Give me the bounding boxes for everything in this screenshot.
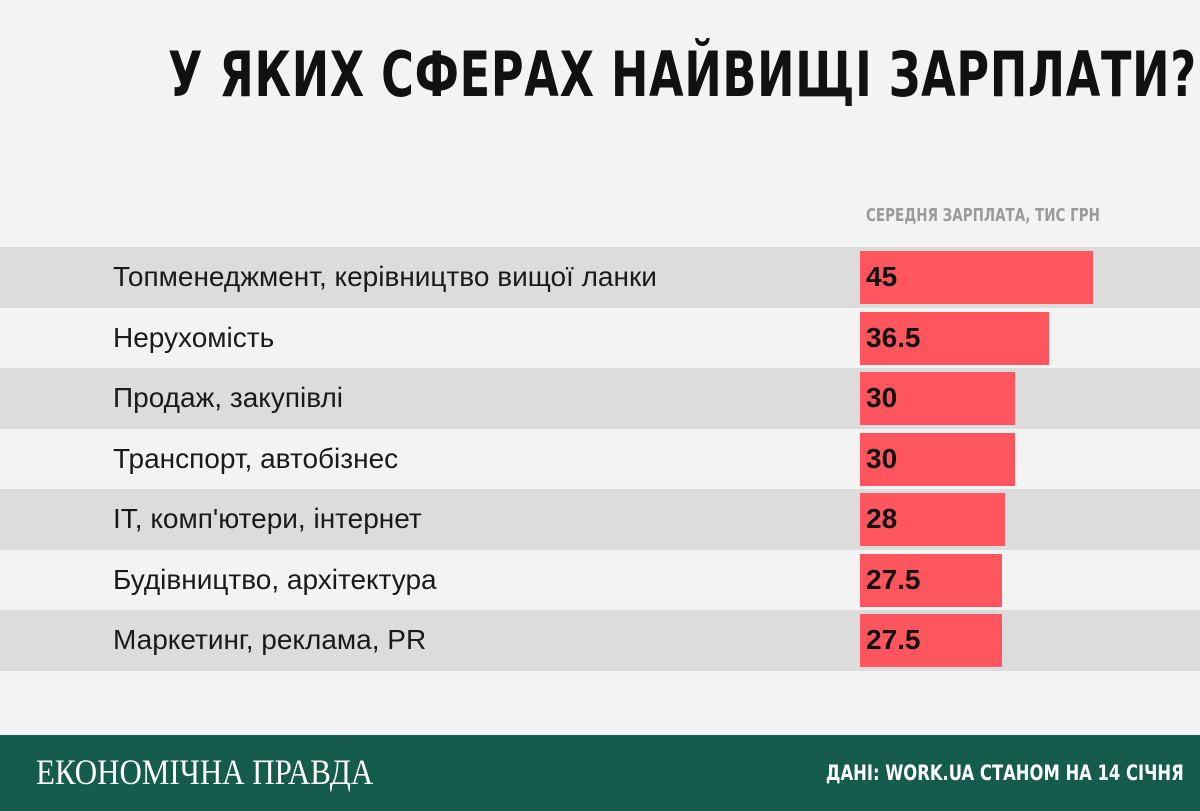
bar [860,432,1015,486]
footer: ЕКОНОМІЧНА ПРАВДА ДАНІ: WORK.UA СТАНОМ Н… [0,735,1200,811]
chart-row: Продаж, закупівлі 30 [0,368,1200,429]
category-label: Маркетинг, реклама, PR [113,624,427,655]
bar-value-label: 36.5 [866,321,921,353]
bar [860,553,1002,607]
data-source: ДАНІ: WORK.UA СТАНОМ НА 14 СІЧНЯ [826,761,1184,785]
bar-chart: Топменеджмент, керівництво вищої ланки 45… [0,247,1200,671]
bar-value-label: 30 [866,382,898,413]
category-label: Нерухомість [113,321,275,353]
bar [860,614,1002,667]
chart-row: Топменеджмент, керівництво вищої ланки 45 [0,247,1200,308]
category-label: IT, комп'ютери, інтернет [113,503,422,534]
category-label: Транспорт, автобізнес [113,442,399,474]
category-label: Топменеджмент, керівництво вищої ланки [113,261,657,292]
chart-row: IT, комп'ютери, інтернет 28 [0,489,1200,550]
chart-row: Нерухомість 36.5 [0,308,1200,369]
bar-value-label: 27.5 [866,563,921,595]
chart-row: Будівництво, архітектура 27.5 [0,550,1200,611]
bar [860,372,1015,425]
chart-title: У ЯКИХ СФЕРАХ НАЙВИЩІ ЗАРПЛАТИ? [167,38,1197,111]
bar-value-label: 30 [866,442,898,474]
category-label: Продаж, закупівлі [113,382,344,413]
bar [860,493,1005,546]
bar [860,311,1049,365]
chart-row: Транспорт, автобізнес 30 [0,429,1200,490]
bar-value-label: 28 [866,503,898,534]
bar-value-label: 45 [866,261,898,292]
bar [860,251,1093,304]
category-label: Будівництво, архітектура [113,563,437,595]
bar-value-label: 27.5 [866,624,921,655]
brand-logo: ЕКОНОМІЧНА ПРАВДА [36,752,374,792]
value-axis-label: СЕРЕДНЯ ЗАРПЛАТА, ТИС ГРН [866,205,1100,226]
chart-row: Маркетинг, реклама, PR 27.5 [0,610,1200,671]
